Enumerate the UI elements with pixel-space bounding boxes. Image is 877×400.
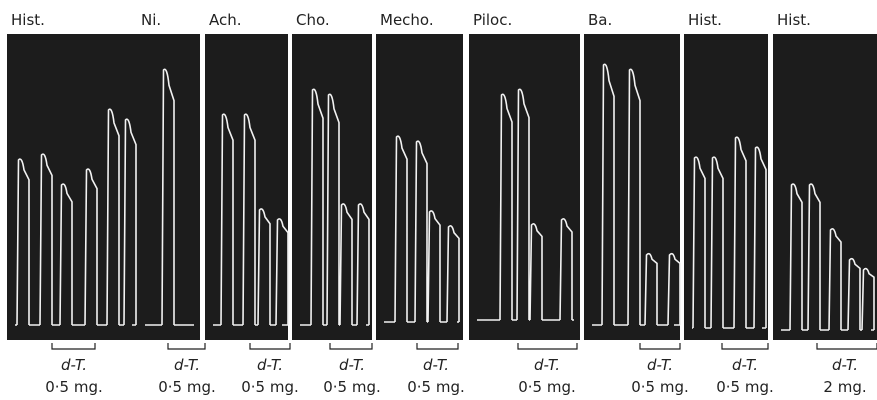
panel-label: Ach. bbox=[209, 11, 242, 29]
treatment-label: d-T. bbox=[174, 356, 200, 374]
dose-label: 0·5 mg. bbox=[323, 378, 381, 396]
treatment-bracket bbox=[817, 343, 877, 349]
panel-label: Ni. bbox=[141, 11, 161, 29]
dose-label: 0·5 mg. bbox=[518, 378, 576, 396]
panel-label: Cho. bbox=[296, 11, 330, 29]
panel-label: Piloc. bbox=[473, 11, 512, 29]
dose-label: 0·5 mg. bbox=[716, 378, 774, 396]
panel-label: Hist. bbox=[688, 11, 722, 29]
treatment-bracket bbox=[640, 343, 680, 349]
treatment-label: d-T. bbox=[423, 356, 449, 374]
treatment-bracket bbox=[52, 343, 95, 349]
panel-label: Mecho. bbox=[380, 11, 434, 29]
treatment-bracket bbox=[330, 343, 372, 349]
kymograph-panel bbox=[469, 34, 580, 340]
kymograph-panel bbox=[205, 34, 288, 340]
dose-label: 0·5 mg. bbox=[45, 378, 103, 396]
treatment-bracket bbox=[168, 343, 205, 349]
treatment-label: d-T. bbox=[534, 356, 560, 374]
treatment-label: d-T. bbox=[61, 356, 87, 374]
kymograph-panel bbox=[773, 34, 877, 340]
treatment-bracket bbox=[250, 343, 290, 349]
treatment-bracket bbox=[722, 343, 768, 349]
treatment-label: d-T. bbox=[647, 356, 673, 374]
treatment-label: d-T. bbox=[732, 356, 758, 374]
panel-label: Hist. bbox=[777, 11, 811, 29]
dose-label: 2 mg. bbox=[823, 378, 866, 396]
dose-label: 0·5 mg. bbox=[407, 378, 465, 396]
kymograph-panel bbox=[376, 34, 463, 340]
treatment-bracket bbox=[417, 343, 458, 349]
panel-label: Ba. bbox=[588, 11, 612, 29]
dose-label: 0·5 mg. bbox=[158, 378, 216, 396]
dose-label: 0·5 mg. bbox=[631, 378, 689, 396]
treatment-bracket bbox=[518, 343, 577, 349]
treatment-label: d-T. bbox=[339, 356, 365, 374]
dose-label: 0·5 mg. bbox=[241, 378, 299, 396]
kymograph-panel bbox=[584, 34, 680, 340]
panel-label: Hist. bbox=[11, 11, 45, 29]
treatment-label: d-T. bbox=[832, 356, 858, 374]
kymograph-panel bbox=[292, 34, 372, 340]
figure: Hist. d-T. 0·5 mg. Ni. d-T. 0·5 mg. Ach. d-T. 0·… bbox=[0, 0, 877, 400]
treatment-label: d-T. bbox=[257, 356, 283, 374]
